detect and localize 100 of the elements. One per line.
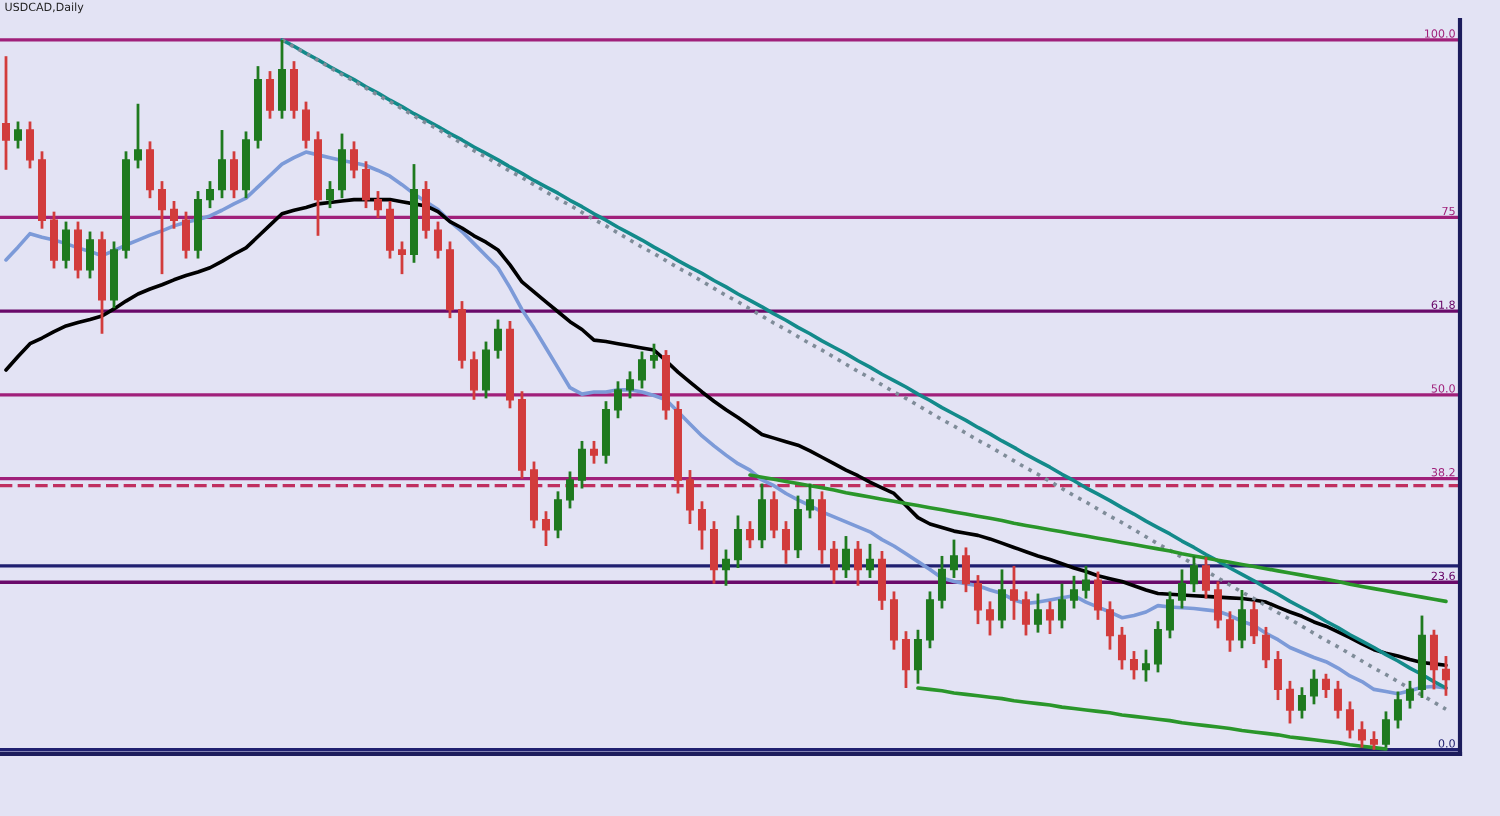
candlestick — [1333, 679, 1342, 720]
candlestick — [62, 220, 70, 270]
candlestick — [1429, 628, 1438, 691]
candlestick — [301, 100, 310, 150]
candlestick — [1117, 625, 1126, 671]
candlestick — [949, 538, 958, 580]
candlestick — [277, 38, 286, 121]
candlestick — [1021, 590, 1030, 637]
candlestick — [1381, 710, 1390, 749]
candlestick — [1105, 599, 1114, 652]
candlestick — [385, 199, 394, 260]
candlestick — [553, 489, 562, 540]
candlestick — [997, 568, 1006, 630]
candlestick — [1201, 555, 1210, 600]
candlestick — [685, 468, 694, 526]
candlestick — [709, 519, 718, 586]
candlestick — [1297, 685, 1306, 720]
candlestick — [421, 179, 430, 241]
candlestick — [14, 120, 22, 150]
candlestick — [1045, 599, 1054, 636]
candlestick — [625, 369, 634, 400]
candlestick — [925, 590, 934, 650]
candlestick — [289, 59, 298, 121]
candlestick — [805, 482, 814, 520]
candlestick — [1033, 592, 1042, 634]
candlestick — [469, 350, 478, 402]
candlestick — [649, 342, 658, 370]
candlestick — [733, 514, 742, 570]
candlestick — [1441, 654, 1450, 698]
candlestick — [265, 69, 274, 121]
candlestick — [721, 548, 730, 588]
candlestick — [973, 573, 982, 626]
candlestick — [397, 240, 406, 276]
candlestick — [349, 140, 358, 180]
candlestick — [1081, 564, 1090, 600]
candlestick — [601, 399, 610, 466]
candlestick — [913, 628, 922, 686]
candlestick — [373, 189, 382, 220]
candlestick — [1177, 568, 1186, 610]
candlestick — [493, 318, 502, 360]
candlestick — [1213, 580, 1222, 630]
candlestick — [1393, 690, 1402, 730]
candlestick — [50, 210, 58, 270]
candlestick — [1237, 588, 1246, 650]
candlestick — [146, 140, 154, 200]
candlestick — [1141, 648, 1150, 683]
candlestick — [1153, 619, 1162, 674]
candlestick — [1357, 719, 1366, 749]
candlestick — [1069, 574, 1078, 610]
candlestick — [769, 489, 778, 540]
candlestick — [481, 340, 490, 400]
candlestick — [889, 590, 898, 652]
candlestick — [205, 179, 214, 210]
candlestick — [757, 482, 766, 550]
candlestick — [1093, 570, 1102, 622]
candlestick — [158, 179, 166, 276]
candlestick — [541, 509, 550, 548]
candlestick — [577, 439, 586, 490]
candlestick — [325, 179, 334, 210]
candlestick — [1129, 649, 1138, 681]
candlestick — [170, 199, 178, 231]
candlestick — [901, 629, 910, 690]
candlestick — [829, 539, 838, 586]
candlestick — [1189, 554, 1198, 594]
candlestick — [697, 499, 706, 551]
candlestick — [793, 494, 802, 560]
candlestick — [937, 554, 946, 610]
candlestick — [1405, 679, 1414, 710]
candlestick — [1057, 582, 1066, 630]
candlestick — [781, 519, 790, 566]
candlestick — [637, 350, 646, 390]
candlestick — [1273, 649, 1282, 702]
candlestick — [361, 159, 370, 210]
candlestick — [134, 102, 142, 170]
candlestick — [1285, 679, 1294, 725]
candlestick — [1249, 599, 1258, 646]
candlestick — [1309, 668, 1318, 706]
candlestick — [1261, 625, 1270, 670]
candlestick — [841, 534, 850, 580]
candlestick — [1345, 700, 1354, 740]
candlestick — [1165, 590, 1174, 640]
candlestick — [613, 379, 622, 420]
candlestick — [865, 542, 874, 580]
candlestick — [182, 210, 190, 260]
candlestick — [337, 132, 346, 200]
candlestick — [985, 599, 994, 637]
candlestick — [26, 120, 34, 170]
candlestick — [853, 539, 862, 588]
candlestick — [229, 149, 238, 200]
candlestick — [745, 519, 754, 550]
candlestick — [1225, 609, 1234, 654]
candlestick — [2, 54, 10, 172]
candlestick — [217, 128, 226, 200]
candlestick — [1009, 564, 1018, 622]
candlestick — [74, 220, 82, 280]
candlestick — [1369, 729, 1378, 752]
candlestick — [86, 230, 94, 280]
candlestick — [565, 470, 574, 510]
candlestick — [961, 546, 970, 594]
candlestick — [433, 220, 442, 260]
